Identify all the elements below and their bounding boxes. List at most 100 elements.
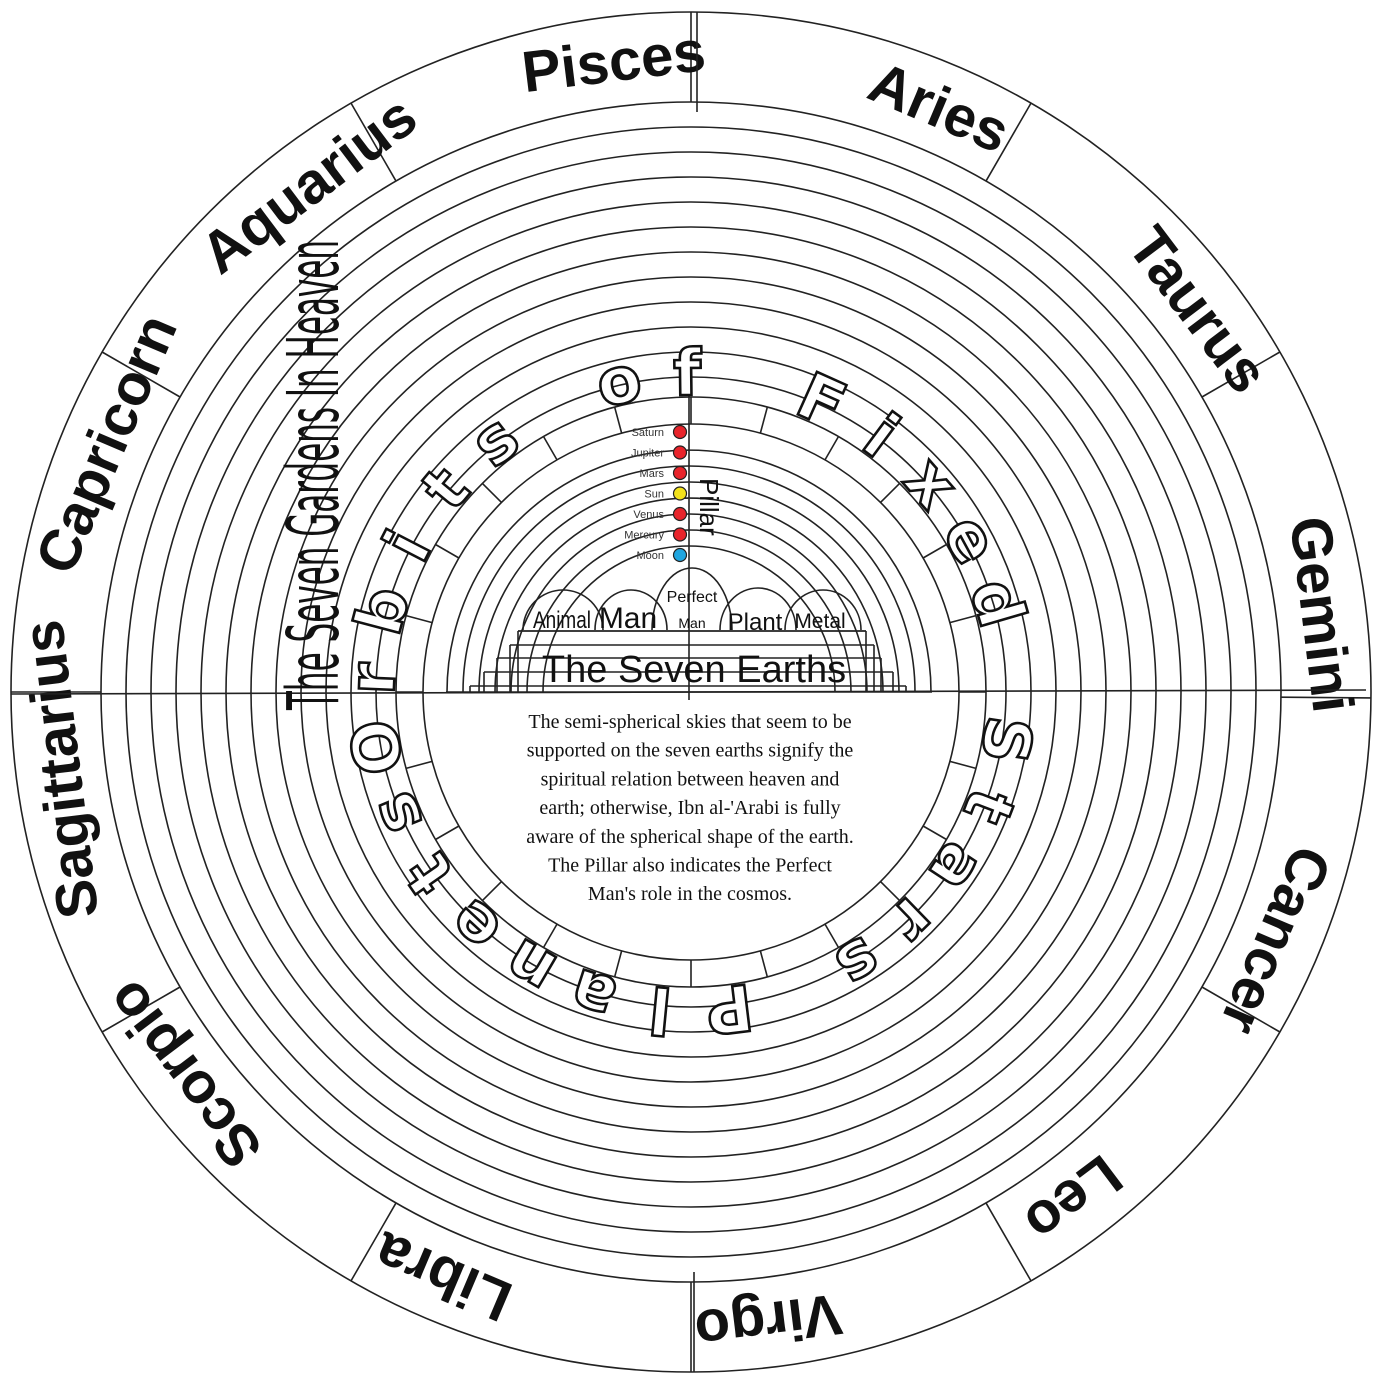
zodiac-divider <box>1201 351 1281 398</box>
zodiac-divider <box>985 102 1032 182</box>
caption-line: supported on the seven earths signify th… <box>527 740 854 762</box>
planet-label-sun: Sun <box>644 489 664 501</box>
ring-5 <box>175 176 1207 1208</box>
zodiac-label-gemini: Gemini <box>1277 513 1365 716</box>
earth-step-4 <box>483 672 894 692</box>
earth-step-1 <box>517 631 867 692</box>
earth-dome-animal <box>522 589 604 631</box>
orbit-letter: r <box>336 661 411 696</box>
orbit-letter: f <box>673 337 703 411</box>
ring-13 <box>375 376 1007 1008</box>
planet-dot-venus <box>672 506 688 522</box>
seven-gardens-label: The Seven Gardens In Heaven <box>273 240 356 711</box>
earth-label-perfect: Perfect <box>667 589 718 606</box>
orbit-letter: r <box>875 883 949 958</box>
ring-8 <box>250 251 1132 1133</box>
orbit-letter: n <box>492 923 569 1010</box>
planet-dot-mars <box>672 465 688 481</box>
orbit-letter: d <box>954 571 1038 636</box>
planet-list: Saturn Jupiter Mars Sun Venus Mercury Moon <box>624 424 688 563</box>
earth-dome-plant <box>719 587 797 631</box>
orbit-tick <box>405 760 433 770</box>
earth-label-animal: Animal <box>533 607 591 634</box>
earth-step-2 <box>509 645 875 692</box>
seven-skies-semicircles <box>446 449 932 693</box>
caption-text: The semi-spherical skies that seem to be… <box>526 711 854 905</box>
ring-11 <box>325 326 1057 1058</box>
sky-semicircle-7 <box>542 545 836 693</box>
orbit-tick <box>542 923 558 948</box>
planet-label-saturn: Saturn <box>632 427 664 439</box>
orbit-letter: F <box>786 359 856 444</box>
orbit-letter: s <box>823 921 894 1004</box>
sky-semicircle-6 <box>526 529 852 693</box>
caption-line: earth; otherwise, Ibn al-'Arabi is fully <box>539 797 840 819</box>
orbit-letter: i <box>850 400 912 473</box>
earth-dome-metal <box>784 589 862 631</box>
caption-line: spiritual relation between heaven and <box>541 768 840 790</box>
orbit-letter: o <box>589 341 649 423</box>
caption-line: aware of the spherical shape of the eart… <box>526 826 854 848</box>
orbit-letter: a <box>914 829 1000 906</box>
zodiac-divider <box>985 1202 1032 1282</box>
earth-dome-man <box>594 589 668 631</box>
orbit-tick <box>405 614 433 624</box>
zodiac-label-libra: Libra <box>364 1219 521 1335</box>
earth-label-metal: Metal <box>794 610 845 633</box>
planet-label-moon: Moon <box>636 550 664 562</box>
earth-label-man: Man <box>599 602 657 635</box>
ring-12 <box>350 351 1032 1033</box>
pillar-label: Pillar <box>694 478 724 536</box>
planet-label-mercury: Mercury <box>624 530 664 542</box>
orbit-tick <box>824 923 840 948</box>
caption-line: The semi-spherical skies that seem to be <box>528 711 851 733</box>
orbit-letter: t <box>948 779 1028 834</box>
orbit-letter: s <box>458 400 534 482</box>
planet-label-venus: Venus <box>633 509 664 521</box>
zodiac-divider <box>350 102 397 182</box>
ring-6 <box>200 201 1182 1183</box>
orbit-tick <box>879 482 901 504</box>
planet-label-mars: Mars <box>640 468 665 480</box>
planet-dot-jupiter <box>672 445 688 460</box>
zodiac-divider <box>350 1202 397 1282</box>
orbit-tick <box>481 880 503 902</box>
orbit-tick <box>613 406 623 434</box>
ring-3 <box>125 126 1257 1258</box>
earth-step-5 <box>469 686 907 692</box>
zodiac-divider <box>101 351 181 398</box>
orbit-tick <box>435 543 460 559</box>
earth-label-perfect-man: Man <box>678 615 705 631</box>
zodiac-label-aries: Aries <box>860 49 1019 166</box>
inner-orbit-ticks <box>396 397 986 987</box>
seven-earths-group: Animal Man Perfect Man Plant Metal The S… <box>518 567 866 691</box>
orbit-tick <box>922 825 947 841</box>
zodiac-divider <box>1280 696 1371 699</box>
orbit-tick <box>435 825 460 841</box>
caption-line: The Pillar also indicates the Perfect <box>548 855 832 877</box>
orbit-tick <box>481 482 503 504</box>
zodiac-label-capricorn: Capricorn <box>23 305 190 583</box>
ring-4 <box>150 151 1232 1233</box>
orbit-letter: s <box>356 782 439 845</box>
zodiac-dividers <box>11 12 1371 1372</box>
ring-10 <box>300 301 1082 1083</box>
ring-9 <box>275 276 1107 1108</box>
orbit-tick <box>613 950 623 978</box>
earth-dome-perfect-man <box>651 567 733 631</box>
zodiac-label-leo: Leo <box>1012 1142 1133 1256</box>
orbit-letter: P <box>701 968 756 1047</box>
planet-dot-saturn <box>672 424 688 440</box>
sky-semicircle-1 <box>446 449 932 693</box>
planet-label-jupiter: Jupiter <box>631 448 664 460</box>
caption-line: Man's role in the cosmos. <box>588 883 792 905</box>
sky-semicircle-5 <box>510 513 868 693</box>
sky-semicircle-4 <box>494 497 884 693</box>
orbit-tick <box>879 880 901 902</box>
zodiac-label-virgo: Virgo <box>691 1281 845 1363</box>
zodiac-divider <box>101 986 181 1033</box>
orbit-letter: e <box>434 884 516 968</box>
orbit-tick <box>759 950 769 978</box>
orbit-tick <box>949 614 977 624</box>
